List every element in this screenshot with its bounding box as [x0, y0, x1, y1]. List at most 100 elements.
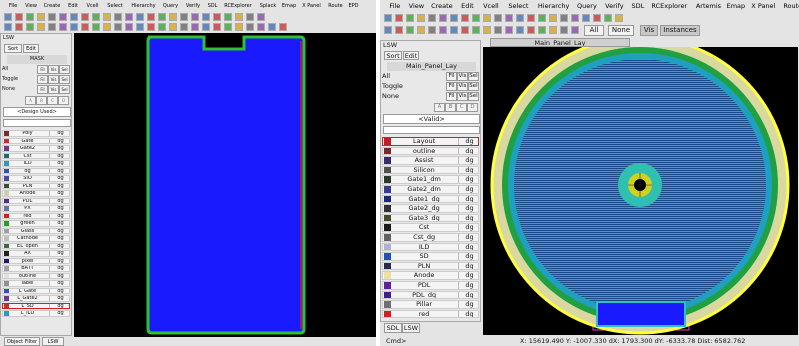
toolbar-icon[interactable] [527, 14, 535, 22]
toolbar-icon[interactable] [224, 13, 232, 21]
toolbar-icon[interactable] [114, 13, 122, 21]
toolbar-icon[interactable] [461, 14, 469, 22]
toolbar-icon[interactable] [48, 23, 56, 31]
lsw-menu-item[interactable]: Sort [4, 44, 22, 53]
layer-row[interactable]: AX dg [2, 250, 70, 257]
lsw-menu-item[interactable]: Edit [23, 44, 39, 53]
layer-row[interactable]: Glass dg [2, 227, 70, 234]
layer-row[interactable]: Gate3_dg dg [382, 213, 479, 223]
toolbar-icon[interactable] [191, 13, 199, 21]
menu-item[interactable]: Create [431, 2, 453, 10]
layer-row[interactable]: Gate dg [2, 137, 70, 144]
toolbar-icon[interactable] [505, 26, 513, 34]
menu-item[interactable]: Artemis [695, 2, 722, 10]
toolbar-icon[interactable] [472, 14, 480, 22]
toolbar-button[interactable]: None [608, 25, 634, 36]
layer-row[interactable]: PDL_dg dg [382, 290, 479, 300]
toolbar-icon[interactable] [136, 23, 144, 31]
toolbar-icon[interactable] [37, 23, 45, 31]
toolbar-icon[interactable] [395, 14, 403, 22]
toolbar-icon[interactable] [417, 26, 425, 34]
toolbar-icon[interactable] [527, 26, 535, 34]
toolbar-icon[interactable] [81, 23, 89, 31]
canvas-tab[interactable]: Main_Panel_Lay [490, 38, 630, 47]
lsw-letter[interactable]: C [47, 96, 58, 105]
menu-item[interactable]: Create [43, 3, 61, 9]
toolbar-icon[interactable] [48, 13, 56, 21]
toolbar-icon[interactable] [4, 23, 12, 31]
toolbar-icon[interactable] [246, 13, 254, 21]
layer-row[interactable]: SD dg [382, 252, 479, 261]
toolbar-icon[interactable] [384, 14, 392, 22]
toolbar-icon[interactable] [395, 26, 403, 34]
toolbar-icon[interactable] [494, 14, 502, 22]
menu-item[interactable]: RCExplorer [651, 2, 688, 10]
lsw-button[interactable]: Sel [59, 85, 70, 94]
lsw-button[interactable]: Fil [446, 72, 457, 81]
toolbar-icon[interactable] [593, 14, 601, 22]
menu-item[interactable]: View [25, 3, 37, 9]
menu-item[interactable]: Splack [259, 3, 277, 9]
toolbar-icon[interactable] [257, 23, 265, 31]
toolbar-icon[interactable] [384, 26, 392, 34]
lsw-button[interactable]: Fil [37, 85, 48, 94]
toolbar-icon[interactable] [92, 13, 100, 21]
menu-item[interactable]: Verify [185, 3, 201, 9]
menu-item[interactable]: File [389, 2, 401, 10]
layer-row[interactable]: Layout dg [382, 137, 479, 146]
lsw-button[interactable]: Vis [457, 92, 468, 101]
toolbar-icon[interactable] [417, 14, 425, 22]
layer-row[interactable]: Anode dg [382, 271, 479, 280]
lsw-letter[interactable]: A [434, 103, 445, 112]
toolbar-icon[interactable] [37, 13, 45, 21]
toolbar-icon[interactable] [169, 13, 177, 21]
bottom-tab[interactable]: LSW [42, 337, 64, 346]
toolbar-icon[interactable] [224, 23, 232, 31]
toolbar-icon[interactable] [136, 13, 144, 21]
toolbar-icon[interactable] [103, 13, 111, 21]
lsw-button[interactable]: Sel [59, 65, 70, 74]
toolbar-icon[interactable] [158, 23, 166, 31]
menu-item[interactable]: RCExplorer [224, 3, 252, 9]
lsw-letter[interactable]: B [36, 96, 47, 105]
toolbar-icon[interactable] [180, 23, 188, 31]
lsw-menu-item[interactable]: Edit [403, 51, 419, 60]
lsw-button[interactable]: Sel [468, 82, 479, 91]
toolbar-icon[interactable] [549, 14, 557, 22]
layer-row[interactable]: green dg [2, 220, 70, 227]
layer-row[interactable]: PDL dg [382, 281, 479, 290]
toolbar-button[interactable]: Vis [640, 25, 658, 36]
toolbar-icon[interactable] [571, 26, 579, 34]
lsw-letter[interactable]: D [58, 96, 69, 105]
toolbar-icon[interactable] [549, 26, 557, 34]
toolbar-icon[interactable] [59, 13, 67, 21]
toolbar-icon[interactable] [81, 13, 89, 21]
layer-row[interactable]: pixel dg [2, 257, 70, 264]
layer-row[interactable]: L_Gate dg [2, 287, 70, 294]
toolbar-icon[interactable] [70, 13, 78, 21]
menu-item[interactable]: EPD [348, 3, 359, 9]
toolbar-icon[interactable] [472, 26, 480, 34]
toolbar-icon[interactable] [4, 13, 12, 21]
menu-item[interactable]: File [8, 3, 18, 9]
menu-item[interactable]: Edit [461, 2, 474, 10]
menu-item[interactable]: View [408, 2, 425, 10]
layer-row[interactable]: outline dg [382, 146, 479, 156]
layer-row[interactable]: ILD dg [382, 242, 479, 252]
toolbar-icon[interactable] [92, 23, 100, 31]
toolbar-icon[interactable] [70, 23, 78, 31]
layer-row[interactable]: Gate1_dg dg [382, 194, 479, 204]
lsw-button[interactable]: Vis [48, 75, 59, 84]
lsw-filter[interactable]: <Valid> [383, 114, 480, 124]
layer-row[interactable]: Assist dg [382, 156, 479, 165]
toolbar-icon[interactable] [213, 23, 221, 31]
toolbar-icon[interactable] [560, 14, 568, 22]
layer-row[interactable]: Cst_dg dg [382, 233, 479, 242]
lsw-button[interactable]: Fil [37, 75, 48, 84]
lsw-button[interactable]: Sel [468, 72, 479, 81]
layer-row[interactable]: Poly dg [2, 130, 70, 137]
toolbar-icon[interactable] [268, 23, 276, 31]
menu-item[interactable]: SDL [631, 2, 645, 10]
lsw-button[interactable]: Fil [37, 65, 48, 74]
toolbar-icon[interactable] [428, 14, 436, 22]
